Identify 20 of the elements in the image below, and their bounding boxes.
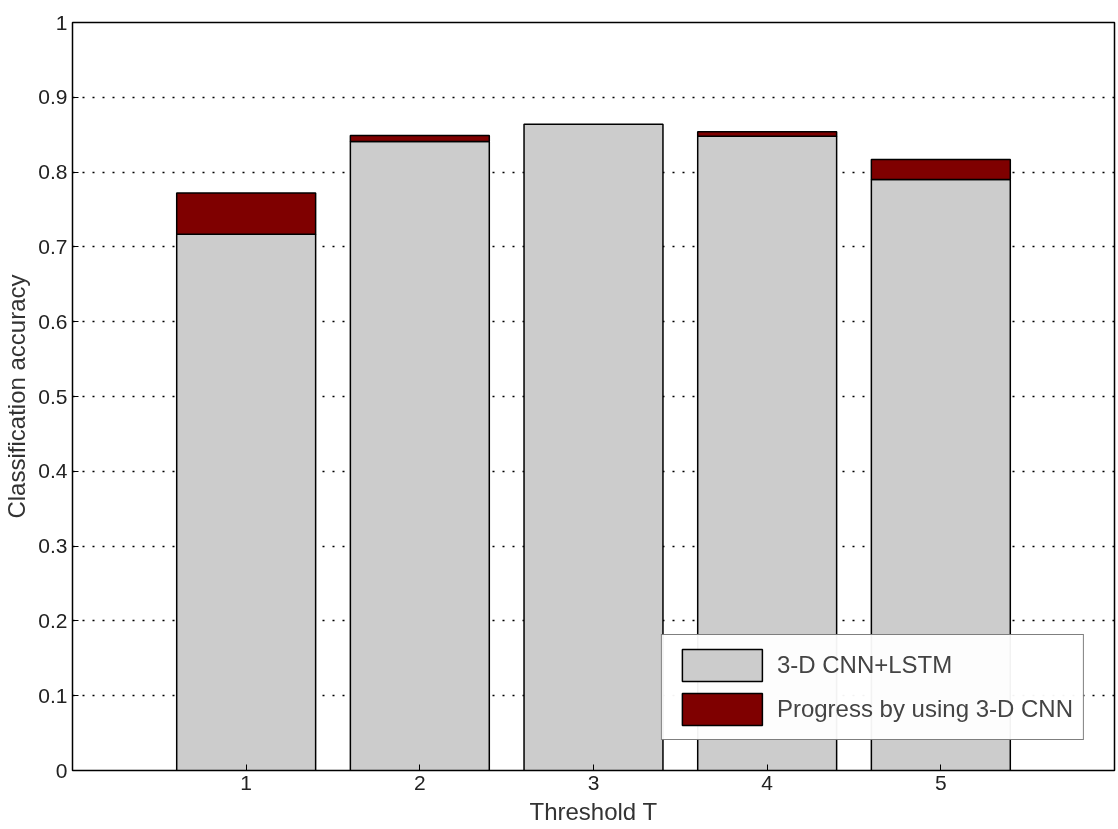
y-tick-label: 0.7 [38, 234, 68, 258]
y-tick-label: 0.6 [38, 309, 68, 333]
y-tick-label: 0.9 [38, 85, 68, 109]
y-tick-label: 0 [55, 758, 68, 782]
legend-label: Progress by using 3-D CNN [776, 695, 1073, 723]
y-tick-label: 1 [55, 10, 68, 34]
legend-label: 3-D CNN+LSTM [776, 651, 953, 679]
y-tick-label: 0.8 [38, 160, 68, 184]
x-axis-title: Threshold T [529, 797, 658, 825]
y-tick-label: 0.1 [38, 683, 68, 707]
y-tick-label: 0.4 [38, 459, 68, 483]
x-tick-label: 2 [413, 770, 426, 794]
x-tick-label: 1 [240, 770, 253, 794]
y-tick-label: 0.5 [38, 384, 68, 408]
y-axis-title: Classification accuracy [3, 274, 31, 519]
x-tick-label: 5 [934, 770, 947, 794]
x-tick-label: 3 [587, 770, 600, 794]
x-tick-label: 4 [761, 770, 774, 794]
y-tick-label: 0.2 [38, 608, 68, 632]
y-tick-label: 0.3 [38, 534, 68, 558]
